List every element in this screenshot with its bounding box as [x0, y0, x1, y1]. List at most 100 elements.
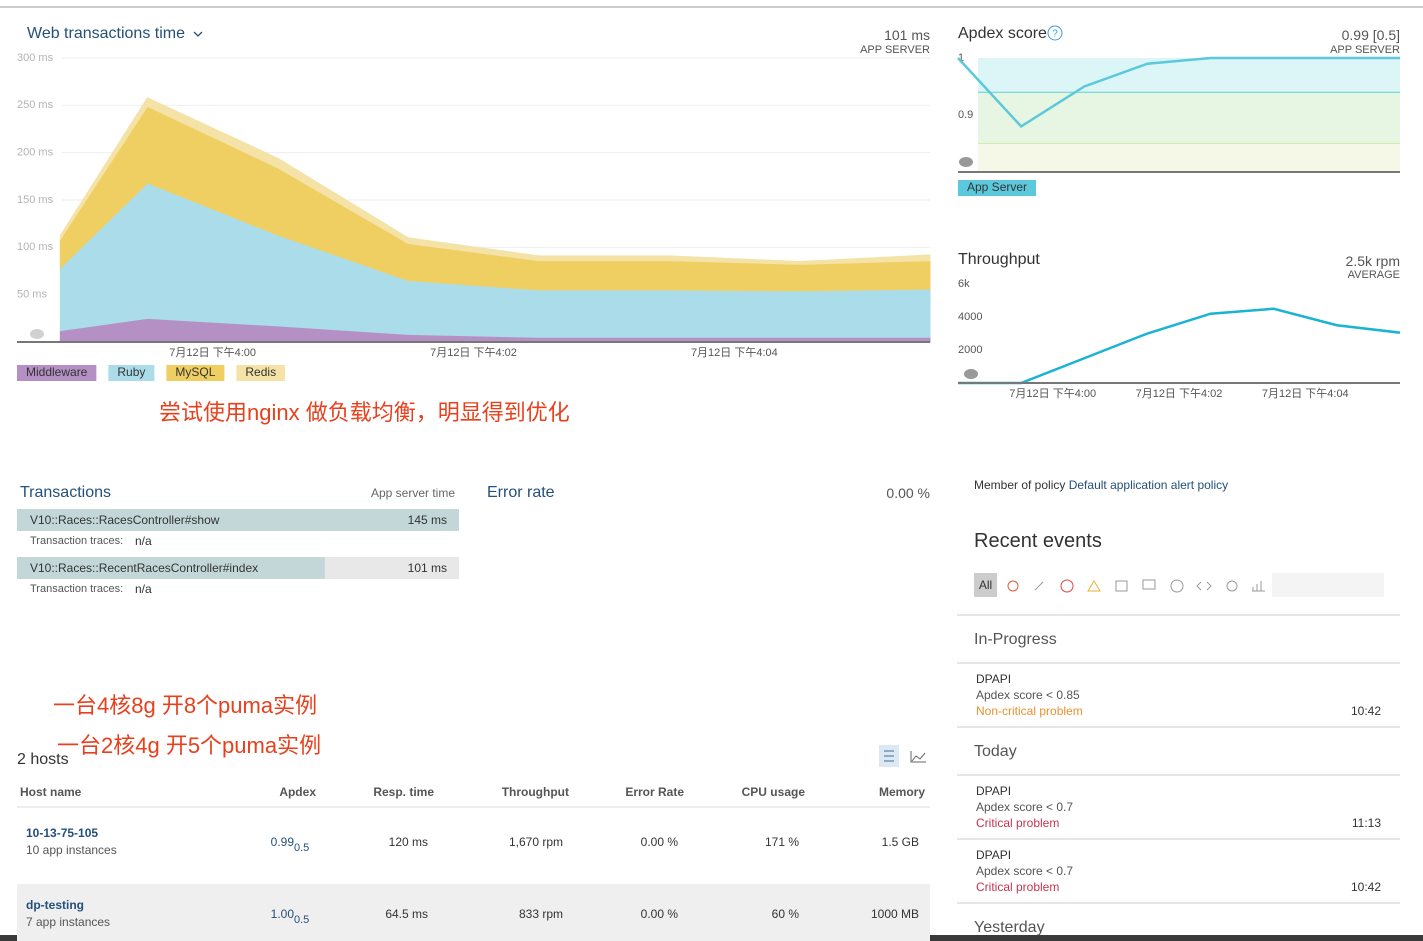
y-tick-label: 2000 [958, 344, 982, 356]
filter-all[interactable]: All [978, 578, 993, 592]
apdex[interactable]: 0.99 [270, 835, 294, 849]
area [59, 97, 931, 265]
line [957, 56, 1400, 129]
y-tick-label: 6k [958, 278, 970, 290]
traces-value: n/a [135, 534, 152, 548]
summary: 2.5k rpm [1345, 253, 1400, 269]
annotation: 尝试使用nginx 做负载均衡，明显得到优化 [159, 400, 570, 425]
chart-title[interactable]: Web transactions time [27, 25, 185, 42]
hosts-title: 2 hosts [17, 751, 69, 768]
column-header: CPU usage [741, 785, 805, 799]
event-desc: Apdex score < 0.85 [976, 688, 1080, 702]
transaction-time: 145 ms [407, 513, 447, 527]
chart-title: Apdex score [958, 25, 1047, 42]
event-app[interactable]: DPAPI [976, 848, 1012, 862]
events-title: Recent events [974, 530, 1102, 552]
event-app[interactable]: DPAPI [976, 672, 1012, 686]
y-tick-label: 4000 [958, 311, 982, 323]
cell: 171 % [764, 835, 799, 849]
help-icon[interactable] [1047, 25, 1063, 41]
host-name[interactable]: 10-13-75-105 [26, 826, 99, 840]
event-status: Critical problem [976, 816, 1060, 830]
legend-swatch[interactable] [108, 365, 155, 381]
cell: 120 ms [388, 835, 428, 849]
summary: 101 ms [884, 27, 930, 43]
legend-swatch[interactable] [236, 365, 286, 381]
x-tick-label: 7月12日 下午4:00 [1009, 387, 1096, 400]
legend-swatch[interactable] [166, 365, 225, 381]
event-time: 10:42 [1350, 880, 1381, 894]
bar[interactable] [17, 509, 459, 531]
event-time: 11:13 [1351, 816, 1381, 830]
apdex[interactable]: 1.00 [270, 907, 294, 921]
help-mark: ? [1052, 29, 1058, 40]
chart-view-button[interactable] [910, 751, 926, 763]
search-box[interactable] [1272, 573, 1384, 597]
event-desc: Apdex score < 0.7 [976, 864, 1074, 878]
transaction-name[interactable]: V10::Races::RecentRacesController#index [30, 561, 259, 575]
policy-link[interactable]: Default application alert policy [1068, 478, 1229, 492]
cell: 60 % [771, 907, 799, 921]
host-instances: 7 app instances [26, 915, 111, 929]
transaction-name[interactable]: V10::Races::RacesController#show [30, 513, 220, 527]
x-tick-label: 7月12日 下午4:02 [1136, 387, 1223, 400]
error-rate-value: 0.00 % [886, 485, 930, 501]
event-status: Non-critical problem [976, 704, 1083, 718]
cell: 0.00 % [640, 907, 678, 921]
event-filter-icons[interactable] [1007, 579, 1265, 593]
band [978, 143, 1400, 172]
list-icon [884, 750, 894, 762]
event-status: Critical problem [976, 880, 1060, 894]
cell: 1.5 GB [881, 835, 919, 849]
x-tick-label: 7月12日 下午4:02 [430, 346, 517, 359]
column-header: Error Rate [625, 785, 684, 799]
legend-label: Middleware [26, 365, 88, 379]
column-header: Resp. time [373, 785, 434, 799]
legend-swatch[interactable] [17, 365, 97, 381]
y-tick-label: 1 [958, 52, 964, 64]
filter-all-bg[interactable] [974, 573, 997, 597]
bar[interactable] [17, 557, 325, 579]
events-section-title: Today [974, 743, 1017, 760]
host-instances: 10 app instances [26, 843, 117, 857]
legend-label: Redis [245, 365, 276, 379]
traces-label: Transaction traces: [30, 535, 124, 547]
row-bg [17, 884, 930, 941]
apdex-t: 0.5 [294, 914, 310, 926]
fade-overlay [17, 48, 61, 342]
traces-label: Transaction traces: [30, 583, 124, 595]
apdex-t: 0.5 [294, 842, 310, 854]
legend-label: App Server [967, 180, 1027, 194]
column-label: App server time [370, 486, 455, 500]
transaction-time: 101 ms [407, 561, 447, 575]
cell: 1000 MB [870, 907, 919, 921]
x-tick-label: 7月12日 下午4:04 [1262, 387, 1349, 400]
traces-value: n/a [135, 582, 152, 596]
band [978, 92, 1400, 144]
line [958, 307, 1401, 385]
y-tick-label: 0.9 [958, 109, 973, 121]
x-tick-label: 7月12日 下午4:04 [691, 346, 778, 359]
event-desc: Apdex score < 0.7 [976, 800, 1074, 814]
dropdown-icon[interactable] [193, 31, 203, 37]
event-time: 10:42 [1350, 704, 1381, 718]
legend-swatch[interactable] [958, 180, 1037, 196]
eye-icon[interactable] [964, 369, 978, 379]
host-name[interactable]: dp-testing [26, 898, 84, 912]
cell: 0.00 % [640, 835, 678, 849]
annotation: 一台2核4g 开5个puma实例 [57, 733, 322, 758]
column-header: Host name [20, 785, 82, 799]
section-title: Error rate [487, 484, 555, 501]
x-tick-label: 7月12日 下午4:00 [169, 346, 256, 359]
column-header: Apdex [279, 785, 316, 799]
event-app[interactable]: DPAPI [976, 784, 1012, 798]
summary-label: APP SERVER [860, 44, 930, 56]
column-header: Memory [878, 785, 925, 799]
band [978, 58, 1400, 93]
summary-label: APP SERVER [1330, 44, 1400, 56]
section-title[interactable]: Transactions [20, 484, 111, 501]
cell: 833 rpm [518, 907, 563, 921]
eye-icon[interactable] [959, 157, 973, 167]
